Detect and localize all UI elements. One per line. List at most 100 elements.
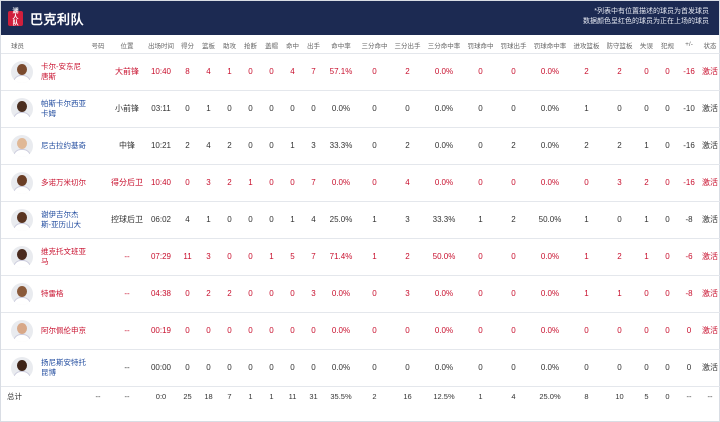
stat-cell: 0 (636, 90, 657, 128)
player-name[interactable]: 帕斯卡尔西亚卡姆 (41, 98, 86, 118)
stat-cell: 0.0% (424, 349, 464, 387)
stat-cell: 25.0% (324, 201, 358, 239)
avatar (11, 245, 33, 268)
status-badge: 激活 (700, 349, 720, 387)
total-cell: 0 (665, 391, 670, 401)
player-name[interactable]: 多诺万米切尔 (41, 177, 86, 187)
column-header: 抢断 (240, 37, 261, 54)
table-row[interactable]: 多诺万米切尔 得分后卫 10:40 0 3 2 1 0 0 7 0.0% 0 4 0.0% 0 0 0.0% 0 3… (1, 164, 720, 202)
player-name[interactable]: 维克托文班亚马 (41, 246, 86, 266)
stat-cell: 0.0% (530, 275, 570, 313)
avatar (11, 319, 33, 342)
stat-cell: 71.4% (324, 238, 358, 276)
stat-cell: 0 (303, 349, 324, 387)
player-name[interactable]: 扬尼斯安特托昆博 (41, 357, 86, 377)
player-info[interactable]: 阿尔佩伦申京 (11, 319, 87, 342)
player-info[interactable]: 维克托文班亚马 (11, 245, 87, 268)
total-cell: -- (686, 391, 692, 401)
avatar-head-shape (17, 137, 27, 149)
player-cell[interactable]: 多诺万米切尔 (1, 164, 87, 202)
stat-cell: 0 (464, 90, 497, 128)
player-info[interactable]: 特雷格 (11, 282, 87, 305)
player-name[interactable]: 卡尔-安东尼唐斯 (41, 61, 81, 81)
player-cell[interactable]: 卡尔-安东尼唐斯 (1, 53, 87, 91)
player-cell[interactable]: 特雷格 (1, 275, 87, 313)
column-header: 罚球出手 (497, 37, 530, 54)
player-name[interactable]: 阿尔佩伦申京 (41, 325, 86, 335)
table-row[interactable]: 卡尔-安东尼唐斯 大前锋 10:40 8 4 1 0 0 4 7 57.1% 0 2 0.0% 0 0 0.0%… (1, 53, 720, 91)
player-cell[interactable]: 扬尼斯安特托昆博 (1, 349, 87, 387)
player-info[interactable]: 卡尔-安东尼唐斯 (11, 60, 87, 83)
stat-cell: 0.0% (530, 90, 570, 128)
avatar-head-shape (17, 100, 27, 112)
stat-cell: 0 (464, 312, 497, 350)
column-header: 命中率 (324, 37, 358, 54)
player-cell[interactable]: 帕斯卡尔西亚卡姆 (1, 90, 87, 128)
column-header: 篮板 (198, 37, 219, 54)
status-badge: 激活 (700, 312, 720, 350)
player-info[interactable]: 帕斯卡尔西亚卡姆 (11, 97, 87, 120)
player-info[interactable]: 尼古拉约基奇 (11, 134, 87, 157)
table-row[interactable]: 谢伊吉尔杰斯-亚历山大 控球后卫 06:02 4 1 0 0 0 1 4 25.0% 1 3 33.3% 1… (1, 201, 720, 239)
stat-cell: 0.0% (324, 90, 358, 128)
total-cell: 1 (269, 391, 274, 401)
team-header: 湖人队 巴克利队 *列表中有位置描述的球员为首发球员 数据颜色呈红色的球员为正在… (1, 1, 719, 35)
stat-cell: -16 (678, 164, 700, 202)
player-name[interactable]: 特雷格 (41, 288, 64, 298)
stat-cell: 0 (570, 164, 603, 202)
totals-label: 总计 (7, 391, 22, 401)
stat-cell: 0 (261, 164, 282, 202)
player-cell[interactable]: 尼古拉约基奇 (1, 127, 87, 165)
avatar-body-shape (13, 333, 31, 342)
stat-cell: 2 (603, 53, 636, 91)
player-info[interactable]: 扬尼斯安特托昆博 (11, 356, 87, 379)
avatar (11, 134, 33, 157)
table-row[interactable]: 帕斯卡尔西亚卡姆 小前锋 03:11 0 1 0 0 0 0 0 0.0% 0 0 0.0% 0 0 0.0% 1… (1, 90, 720, 128)
stat-cell: 0 (464, 275, 497, 313)
stat-cell: 0.0% (424, 90, 464, 128)
stat-cell: 0 (636, 349, 657, 387)
table-row[interactable]: 尼古拉约基奇 中锋 10:21 2 4 2 0 0 1 3 33.3% 0 2 0.0% 0 2 0.0% 2 2 1… (1, 127, 720, 165)
player-name[interactable]: 谢伊吉尔杰斯-亚历山大 (41, 209, 81, 229)
stat-cell: 0 (603, 90, 636, 128)
stat-cell: 0 (261, 90, 282, 128)
stat-cell: 33.3% (324, 127, 358, 165)
player-cell[interactable]: 谢伊吉尔杰斯-亚历山大 (1, 201, 87, 239)
table-row[interactable]: 维克托文班亚马 -- 07:29 11 3 0 0 1 5 7 71.4% 1 2 50.0% 0 0 0.0%… (1, 238, 720, 276)
stat-cell: 2 (497, 127, 530, 165)
table-row[interactable]: 特雷格 -- 04:38 0 2 2 0 0 0 3 0.0% 0 3 0.0% 0 0 0.0% 1 1 0 0 -8 激… (1, 275, 720, 313)
table-row[interactable]: 扬尼斯安特托昆博 -- 00:00 0 0 0 0 0 0 0 0.0% 0 0 0.0% 0 0 0.0% 0 0… (1, 349, 720, 387)
team-name: 巴克利队 (30, 11, 85, 27)
player-name[interactable]: 尼古拉约基奇 (41, 140, 86, 150)
status-badge: 激活 (700, 164, 720, 202)
stat-cell: 0 (464, 53, 497, 91)
stat-cell: 00:00 (145, 349, 177, 387)
stat-cell: 1 (570, 90, 603, 128)
avatar-head-shape (17, 359, 27, 371)
stat-cell: 3 (391, 275, 424, 313)
table-row[interactable]: 阿尔佩伦申京 -- 00:19 0 0 0 0 0 0 0 0.0% 0 0 0.0% 0 0 0.0% 0 0 0 0… (1, 312, 720, 350)
player-info[interactable]: 谢伊吉尔杰斯-亚历山大 (11, 208, 87, 231)
total-cell: -- (707, 391, 713, 401)
player-position: 小前锋 (109, 90, 145, 128)
stat-cell: 0 (282, 312, 303, 350)
stat-cell: 03:11 (145, 90, 177, 128)
column-header: 盖帽 (261, 37, 282, 54)
stat-cell: 1 (570, 201, 603, 239)
player-number (87, 312, 109, 350)
player-info[interactable]: 多诺万米切尔 (11, 171, 87, 194)
avatar-head-shape (17, 211, 27, 223)
stat-cell: 2 (391, 238, 424, 276)
stat-cell: 0 (219, 201, 240, 239)
stat-cell: 0 (678, 312, 700, 350)
stat-cell: 0.0% (424, 275, 464, 313)
total-cell: 35.5% (330, 391, 352, 401)
player-cell[interactable]: 维克托文班亚马 (1, 238, 87, 276)
stat-cell: 0 (261, 275, 282, 313)
player-cell[interactable]: 阿尔佩伦申京 (1, 312, 87, 350)
stat-cell: 3 (303, 127, 324, 165)
stat-cell: 2 (603, 127, 636, 165)
player-position: 中锋 (109, 127, 145, 165)
stat-cell: 0 (391, 349, 424, 387)
stat-cell: 0 (657, 53, 678, 91)
